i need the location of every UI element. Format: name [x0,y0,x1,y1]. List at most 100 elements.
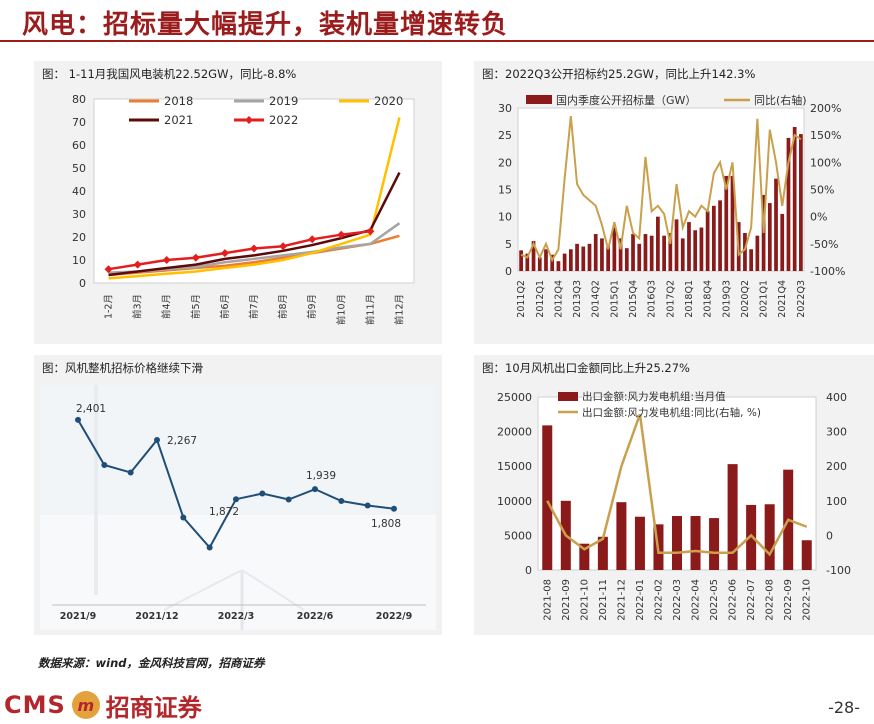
bar [662,235,666,271]
y-left-tick-label: 25000 [497,391,532,404]
bar [579,543,590,570]
bar [743,232,747,271]
bar [537,257,542,271]
bar [562,253,567,271]
bar [680,238,685,271]
x-tick-label: 2022/6 [297,611,334,622]
data-point-2022 [337,230,346,239]
legend-label: 出口金额:风力发电机组:同比(右轴, %) [582,406,761,419]
bar [575,243,579,271]
bar [690,516,701,570]
bar [581,246,586,271]
data-label: 1,939 [306,470,336,482]
y-right-tick-label: 300 [826,426,847,439]
bar [705,211,710,271]
bar [749,249,754,271]
x-tick-label: 2022-07 [746,579,757,621]
bar [618,238,623,271]
data-point [154,436,160,443]
x-tick-label: 前9月 [306,294,318,319]
chart-price: 2,401 2,267 1,872 1,939 1,808 2021/9 2021/12 20… [40,385,436,630]
data-point [233,496,239,503]
bar [671,516,683,570]
y-tick-label: 0 [79,277,86,290]
bar [774,178,778,271]
title-divider [0,40,874,42]
data-point-2022 [279,242,288,251]
y-left-tick-label: 10 [498,211,512,224]
legend-label: 同比(右轴) [754,93,807,107]
x-tick-label: 2021/9 [60,611,97,622]
data-point [101,462,108,468]
x-tick-label: 2011Q2 [516,280,527,318]
x-tick-label: 2022-01 [635,579,646,621]
bar [709,518,720,570]
chart-caption-price: 图：风机整机招标价格继续下滑 [42,361,203,375]
page-title: 风电：招标量大幅提升，装机量增速转负 [22,10,509,40]
logo-badge-icon: m [71,691,100,719]
bar [746,504,757,570]
data-point [391,505,397,512]
legend-label: 2020 [374,94,403,108]
y-left-tick-label: 5 [505,238,512,251]
bar [637,243,642,271]
data-point [312,486,318,493]
bar [730,175,735,271]
bar [674,219,679,271]
bar [587,243,592,271]
bar [764,504,775,570]
y-tick-label: 40 [72,185,86,198]
y-right-tick-label: 50% [810,184,834,197]
y-left-tick-label: 25 [498,129,512,142]
x-tick-label: 前5月 [190,294,202,319]
bar [727,464,738,570]
bar [767,203,772,271]
plot-sky-band [40,385,436,515]
chart-tender: 0 5 10 15 20 25 30 -100% -50% 0% 50% 100% 150% 200% 20… [498,93,845,318]
legend-swatch-bar [526,95,552,104]
series-line-2021 [108,172,401,277]
data-point-2022 [366,227,375,236]
y-right-tick-label: 150% [810,129,841,142]
bar [616,502,627,570]
bar [801,540,812,570]
data-point-2022 [104,265,113,274]
x-tick-label: 2021/12 [135,611,178,622]
x-tick-label: 2019Q3 [721,280,732,318]
y-right-tick-label: -100% [810,265,845,278]
x-tick-label: 2018Q1 [684,280,695,318]
y-tick-label: 20 [72,231,86,244]
bar [612,227,617,271]
bar [643,234,648,271]
bar [668,232,673,271]
legend-marker-2022 [245,116,253,124]
turbine-blade-icon [163,569,243,611]
x-tick-label: 前10月 [335,294,347,325]
y-right-tick-label: 400 [826,391,847,404]
y-left-tick-label: 0 [525,564,532,577]
data-point [75,416,81,423]
x-tick-label: 2021Q4 [777,280,788,318]
data-label: 2,267 [167,435,197,447]
data-point-2022 [162,256,171,264]
y-left-tick-label: 20 [498,156,512,169]
bar [606,246,611,271]
x-tick-label: 2021Q1 [759,280,770,318]
y-right-tick-label: 100% [810,156,841,169]
chart-caption-install: 图： 1-11月我国风电装机22.52GW，同比-8.8% [42,67,297,81]
logo-cms-text: CMS [4,691,66,719]
bar [780,213,785,271]
x-tick-label: 2016Q3 [647,280,658,318]
chart-caption-export: 图：10月风机出口金额同比上升25.27% [482,361,690,375]
x-tick-label: 2022Q3 [796,280,807,318]
x-tick-label: 2020Q2 [740,280,751,318]
logo-cn-text: 招商证券 [105,692,202,722]
x-tick-label: 2017Q2 [665,280,676,318]
bar [597,536,608,570]
chart-panel-price: 图：风机整机招标价格继续下滑 2,401 2,267 1,872 1,939 1,808… [34,355,442,635]
chart-panel-tender: 图：2022Q3公开招标约25.2GW，同比上升142.3% 0 5 10 15 20 2… [474,61,874,344]
data-point [180,514,187,521]
x-tick-label: 2021-10 [579,579,590,621]
legend-label: 2018 [164,94,193,108]
data-point-2022 [308,235,317,244]
